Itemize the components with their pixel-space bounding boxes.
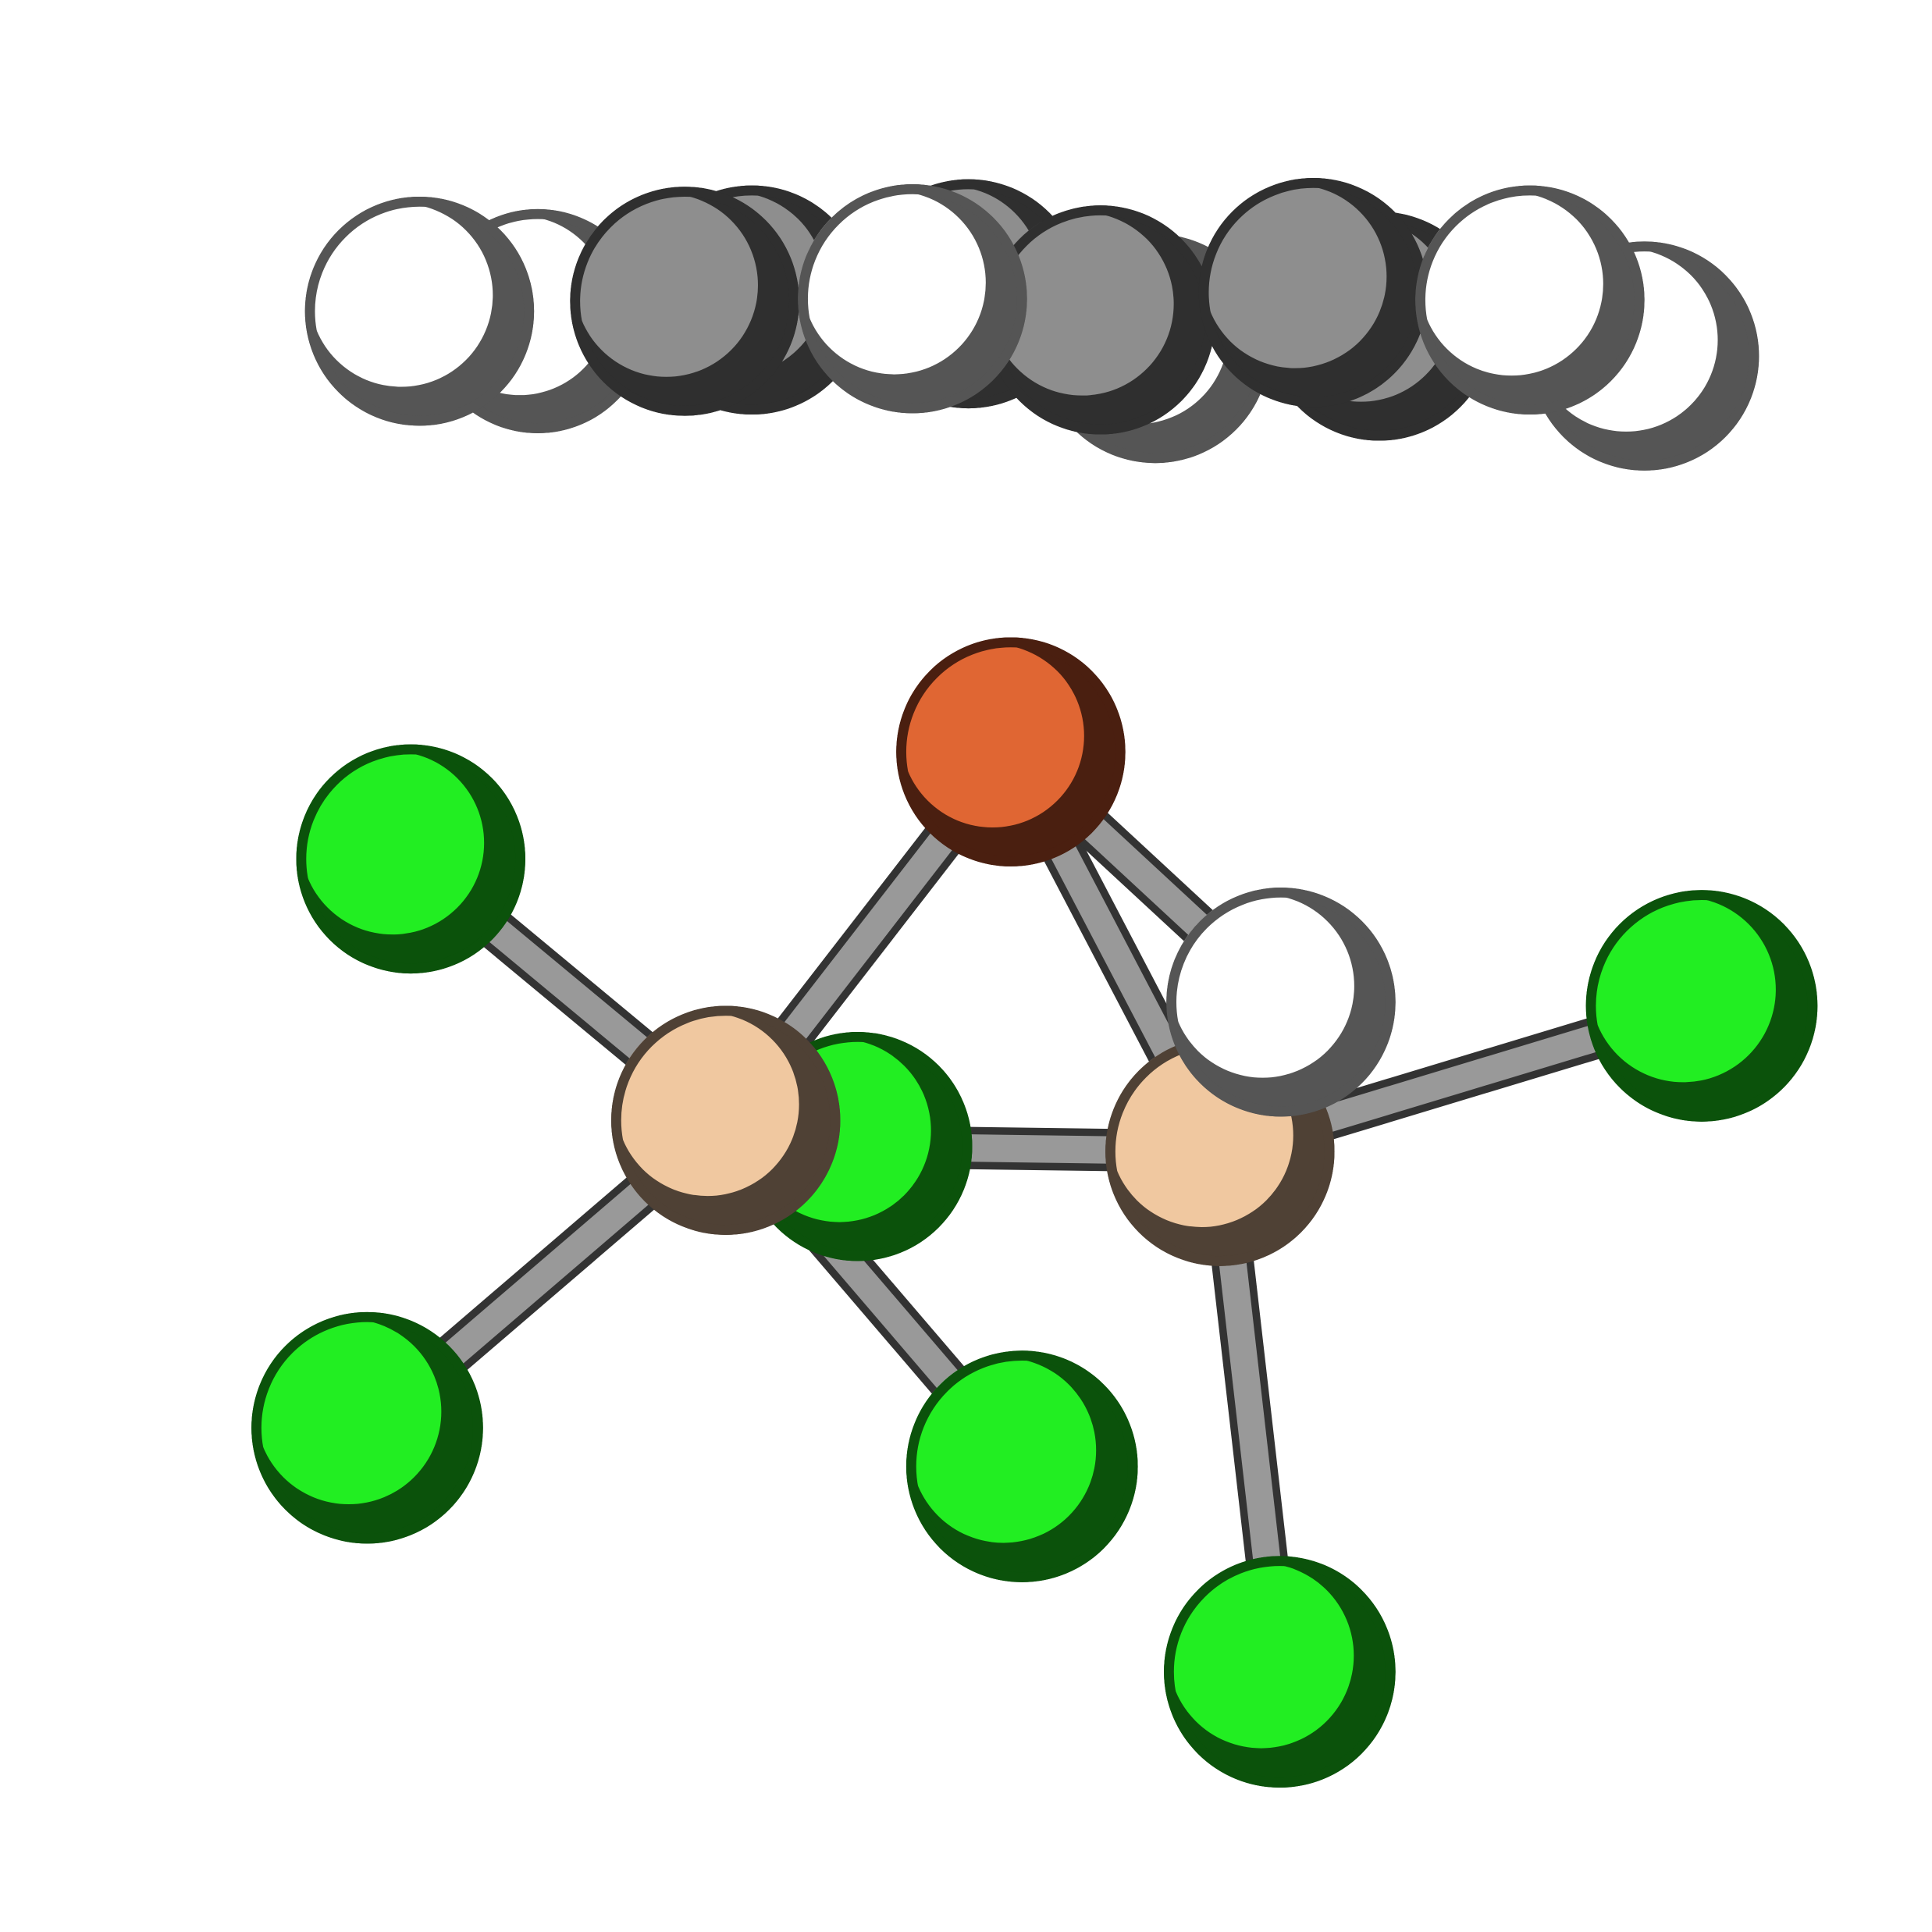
atom-outline — [1164, 1556, 1396, 1788]
atom-outline — [251, 1311, 483, 1544]
atom-outline — [304, 196, 535, 426]
atom — [1198, 178, 1429, 407]
atom-outline — [798, 184, 1027, 414]
atom-outline — [906, 1350, 1138, 1582]
atom-highlight — [990, 212, 1174, 396]
atom — [1585, 890, 1818, 1122]
atom — [304, 196, 535, 426]
atom-highlight — [901, 644, 1084, 828]
atom-highlight — [910, 1357, 1097, 1543]
atom-outline — [296, 744, 525, 974]
atom — [906, 1350, 1138, 1582]
atom-highlight — [1171, 894, 1354, 1078]
atom — [896, 637, 1126, 866]
atom-outline — [896, 637, 1126, 866]
atom — [798, 184, 1027, 414]
atom — [986, 205, 1215, 435]
atom-highlight — [575, 194, 758, 377]
atom-outline — [611, 1005, 841, 1235]
atom-highlight — [1420, 192, 1603, 376]
atom — [251, 1311, 483, 1544]
atom-highlight — [802, 190, 986, 375]
atom-outline — [1166, 888, 1396, 1117]
atom-outline — [1415, 185, 1645, 415]
atom — [1164, 1556, 1396, 1788]
atom-highlight — [1590, 897, 1776, 1083]
atom — [296, 744, 525, 974]
atom-outline — [1585, 890, 1818, 1122]
atom-highlight — [309, 203, 493, 387]
atom-highlight — [615, 1012, 799, 1197]
atom-highlight — [1168, 1563, 1354, 1749]
atom-highlight — [1203, 184, 1387, 368]
atom-highlight — [256, 1318, 442, 1505]
atom-outline — [570, 187, 799, 416]
atom — [570, 187, 799, 416]
atom — [1166, 888, 1396, 1117]
atoms — [251, 178, 1818, 1788]
atom-highlight — [301, 751, 485, 935]
atom — [611, 1005, 841, 1235]
atom — [1415, 185, 1645, 415]
